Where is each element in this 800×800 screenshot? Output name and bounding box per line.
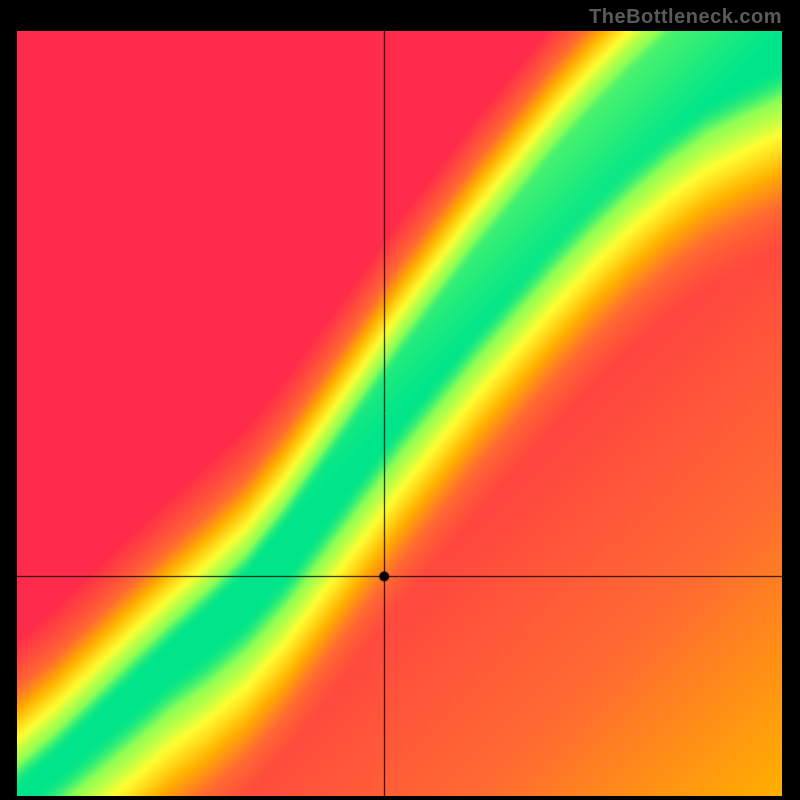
bottleneck-heatmap xyxy=(17,31,782,796)
watermark-text: TheBottleneck.com xyxy=(589,6,782,29)
chart-container: { "watermark": { "text": "TheBottleneck.… xyxy=(0,0,800,800)
